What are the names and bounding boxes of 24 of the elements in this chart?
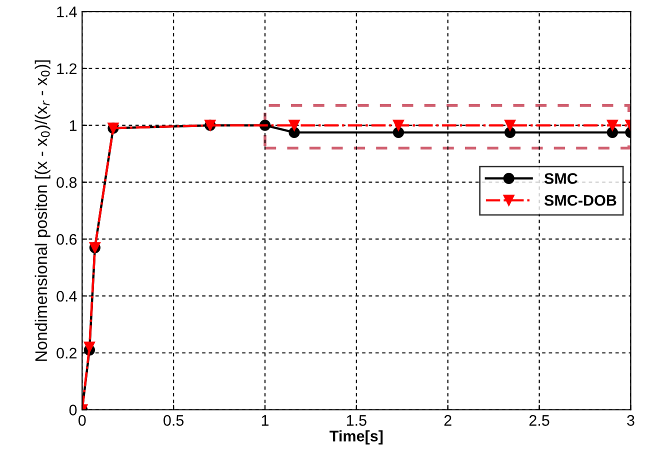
y-tick-label: 0 — [69, 404, 77, 416]
x-tick-label: 3 — [627, 415, 634, 426]
y-tick-label: 1 — [70, 120, 77, 131]
y-tick-label: 1.4 — [57, 6, 77, 18]
point — [606, 120, 618, 131]
point — [504, 120, 516, 131]
point — [288, 120, 300, 131]
x-tick-label: 1.5 — [346, 415, 366, 426]
x-axis-title: Time[s] — [330, 430, 383, 444]
x-tick-label: 1 — [262, 415, 268, 426]
x-tick-label: 0.5 — [164, 415, 184, 426]
legend-label: SMC — [544, 173, 578, 184]
y-tick-label: 0.2 — [56, 348, 76, 359]
y-axis-title: Nondimensional positon [(x - x$_{0}$)/(x$_{r}$ - x$_{0}$)] — [34, 60, 50, 361]
point — [392, 120, 404, 131]
x-tick-label: 2 — [444, 415, 452, 426]
x-tick-label: 0 — [78, 415, 86, 426]
y-tick-label: 1.2 — [57, 63, 76, 74]
x-tick-label: 2.5 — [529, 415, 550, 426]
y-tick-label: 0.6 — [56, 234, 77, 245]
y-tick-label: 0.4 — [56, 290, 77, 302]
y-tick-label: 0.8 — [56, 177, 77, 188]
point — [84, 342, 95, 353]
legend-label: SMC-DOB — [544, 194, 616, 206]
